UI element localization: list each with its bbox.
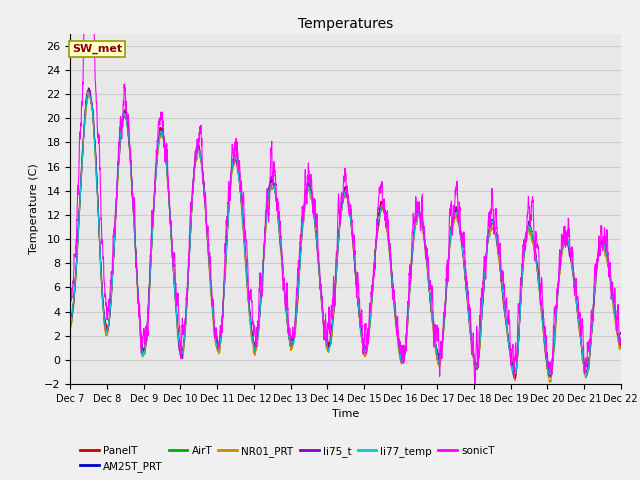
Line: PanelT: PanelT (70, 88, 621, 375)
NR01_PRT (547, 379, 555, 385)
Legend: PanelT, AM25T_PRT, AirT, NR01_PRT, li75_t, li77_temp, sonicT: PanelT, AM25T_PRT, AirT, NR01_PRT, li75_… (76, 442, 499, 476)
AirT (511, 375, 518, 381)
Y-axis label: Temperature (C): Temperature (C) (29, 163, 38, 254)
NR01_PRT (607, 282, 614, 288)
AM25T_PRT (547, 370, 555, 376)
Text: SW_met: SW_met (72, 44, 122, 54)
li77_temp (129, 207, 137, 213)
AirT (607, 277, 614, 283)
sonicT (129, 206, 137, 212)
AM25T_PRT (510, 375, 518, 381)
li77_temp (84, 89, 92, 95)
AirT (129, 209, 137, 215)
AirT (547, 372, 555, 378)
NR01_PRT (278, 258, 285, 264)
li75_t (278, 250, 285, 256)
sonicT (162, 156, 170, 162)
AM25T_PRT (129, 204, 137, 210)
NR01_PRT (301, 194, 309, 200)
li75_t (86, 86, 93, 92)
li75_t (162, 156, 170, 162)
sonicT (547, 367, 555, 373)
Line: li77_temp: li77_temp (70, 92, 621, 375)
NR01_PRT (129, 209, 137, 215)
PanelT (67, 313, 74, 319)
NR01_PRT (617, 344, 625, 350)
sonicT (67, 285, 74, 290)
li75_t (607, 276, 614, 281)
li75_t (129, 207, 137, 213)
PanelT (547, 368, 555, 374)
PanelT (607, 274, 614, 280)
AirT (617, 339, 625, 345)
Line: li75_t: li75_t (70, 89, 621, 378)
NR01_PRT (86, 91, 93, 97)
PanelT (547, 372, 554, 378)
Line: sonicT: sonicT (70, 0, 621, 389)
AM25T_PRT (301, 192, 309, 197)
li77_temp (278, 252, 285, 257)
Line: AirT: AirT (70, 93, 621, 378)
AirT (301, 200, 309, 205)
PanelT (617, 343, 625, 349)
li75_t (511, 375, 519, 381)
li75_t (301, 192, 309, 198)
Line: NR01_PRT: NR01_PRT (70, 94, 621, 382)
AM25T_PRT (617, 342, 625, 348)
NR01_PRT (67, 324, 74, 329)
AirT (85, 90, 93, 96)
AM25T_PRT (67, 322, 74, 327)
NR01_PRT (547, 378, 555, 384)
sonicT (278, 244, 285, 250)
PanelT (162, 150, 170, 156)
NR01_PRT (162, 156, 170, 162)
li75_t (547, 372, 555, 377)
li77_temp (67, 322, 74, 327)
li77_temp (162, 155, 170, 161)
sonicT (471, 386, 479, 392)
li77_temp (582, 372, 590, 378)
PanelT (129, 207, 137, 213)
li77_temp (617, 337, 625, 343)
sonicT (607, 260, 614, 266)
li77_temp (547, 370, 555, 376)
AirT (67, 320, 74, 325)
AirT (278, 256, 285, 262)
PanelT (278, 252, 285, 258)
li75_t (617, 330, 625, 336)
Line: AM25T_PRT: AM25T_PRT (70, 90, 621, 378)
PanelT (85, 85, 93, 91)
li77_temp (607, 275, 614, 281)
AirT (162, 159, 170, 165)
AM25T_PRT (607, 277, 614, 283)
sonicT (301, 175, 309, 181)
sonicT (617, 339, 625, 345)
AM25T_PRT (162, 157, 170, 163)
X-axis label: Time: Time (332, 409, 359, 419)
AM25T_PRT (278, 256, 285, 262)
PanelT (301, 188, 309, 194)
Title: Temperatures: Temperatures (298, 17, 393, 31)
li75_t (67, 315, 74, 321)
li77_temp (301, 194, 309, 200)
AM25T_PRT (85, 87, 93, 93)
